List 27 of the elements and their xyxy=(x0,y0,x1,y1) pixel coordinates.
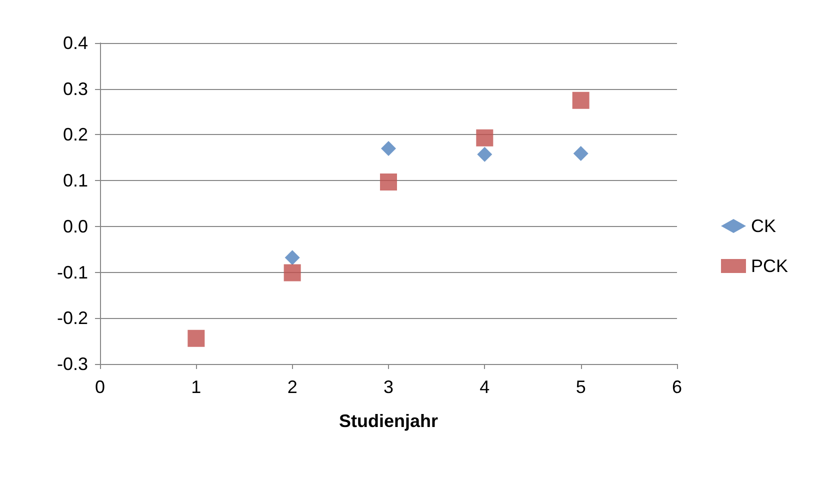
x-tick-label: 5 xyxy=(576,377,586,397)
x-tick-label: 2 xyxy=(287,377,298,397)
x-tick-label: 6 xyxy=(672,377,682,397)
point xyxy=(476,129,494,146)
y-tick-label: 0.2 xyxy=(62,124,88,145)
point xyxy=(477,146,492,162)
point xyxy=(380,173,397,190)
y-tick-label: -0.2 xyxy=(56,308,88,328)
point xyxy=(381,140,396,156)
point xyxy=(284,250,300,266)
point xyxy=(572,92,590,109)
legend-label: PCK xyxy=(750,256,788,276)
point xyxy=(188,330,205,347)
x-tick-label: 1 xyxy=(191,377,202,397)
legend-label: CK xyxy=(750,216,776,236)
x-tick-label: 4 xyxy=(480,377,490,397)
point xyxy=(573,146,588,162)
y-tick-label: -0.1 xyxy=(56,262,88,282)
y-tick-label: -0.3 xyxy=(56,354,88,374)
point xyxy=(284,264,301,282)
y-tick-label: 0.0 xyxy=(62,216,88,236)
y-tick-label: 0.3 xyxy=(62,78,88,99)
y-tick-label: 0.1 xyxy=(62,170,88,191)
x-tick-label: 3 xyxy=(383,377,394,397)
x-axis-title: Studienjahr xyxy=(338,411,438,431)
x-tick-label: 0 xyxy=(94,377,106,397)
y-tick-label: 0.4 xyxy=(62,33,88,53)
